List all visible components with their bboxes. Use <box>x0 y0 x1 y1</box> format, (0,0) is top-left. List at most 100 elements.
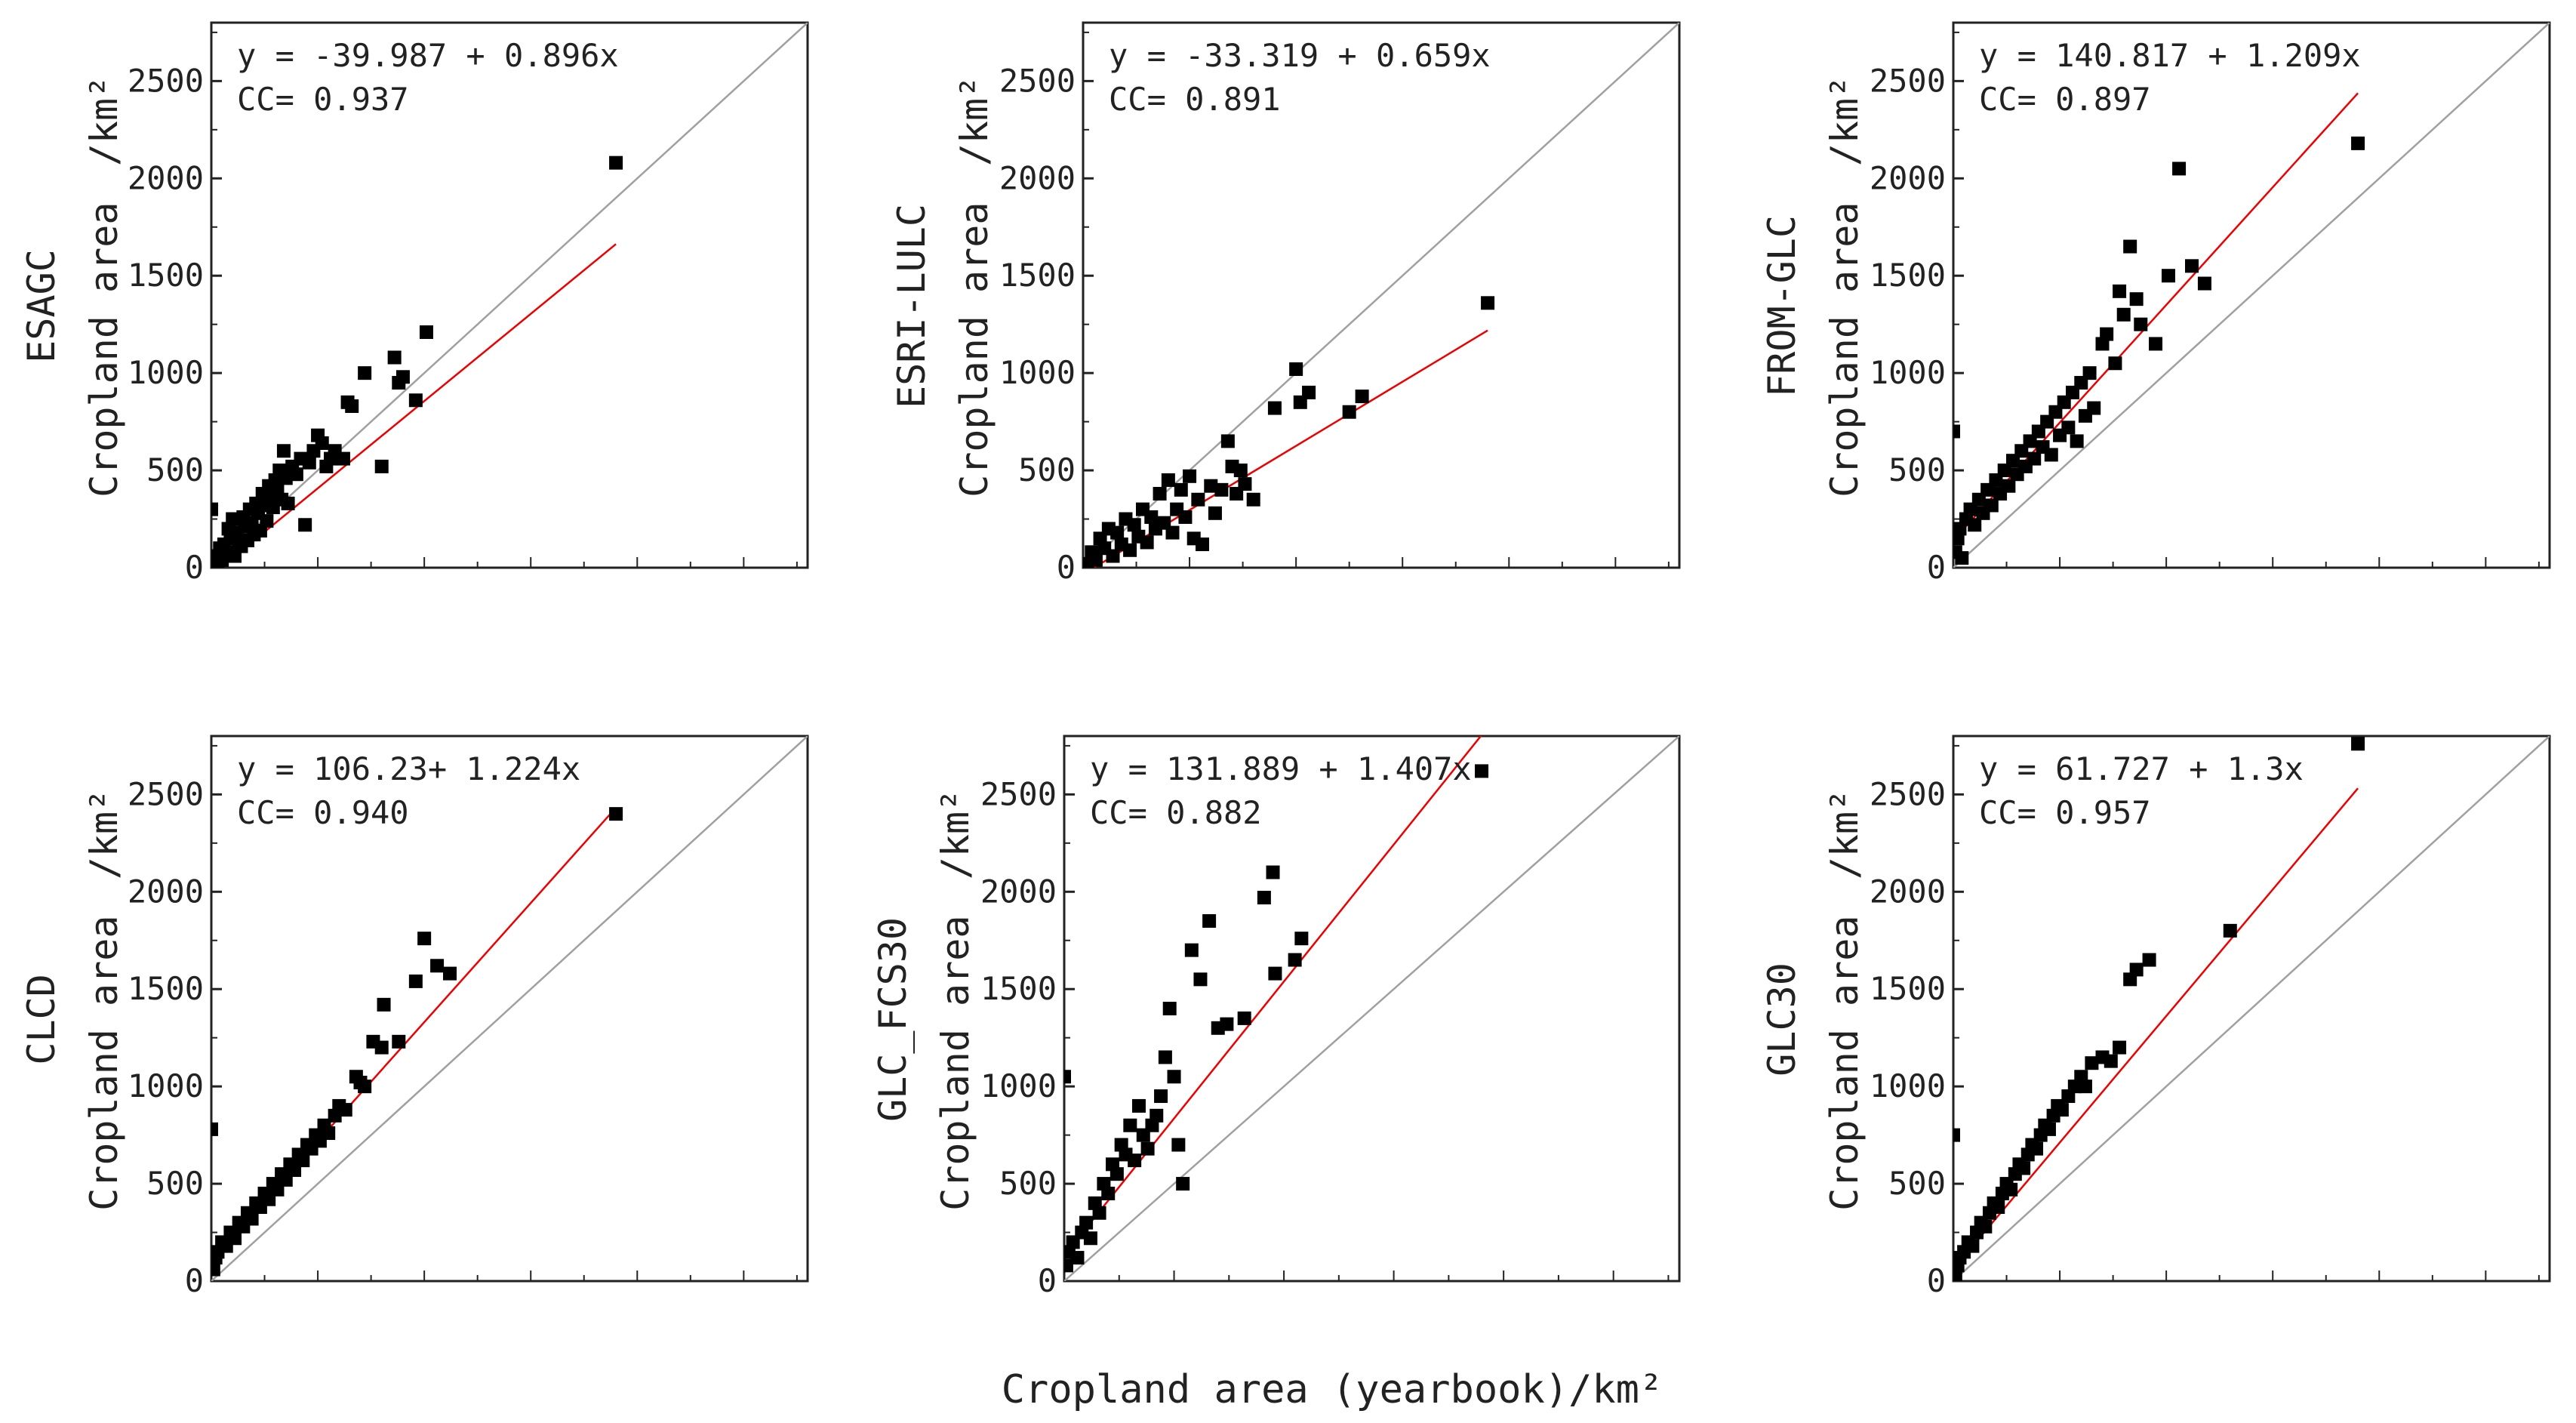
data-point <box>1064 1070 1071 1084</box>
data-point <box>2185 259 2199 273</box>
plot-content <box>1953 23 2550 568</box>
y-axis-unit-label: /km² <box>82 75 126 166</box>
data-point <box>1070 1251 1085 1265</box>
y-tick-label: 1000 <box>1870 354 1946 391</box>
data-point <box>211 1262 220 1277</box>
data-point <box>1178 510 1193 524</box>
panels-group: 0 500 1000 1500 2000 2500 y = -39.987 + 0.896x… <box>20 21 2551 1299</box>
data-point <box>1167 1070 1181 1084</box>
data-point <box>2129 963 2144 977</box>
data-point <box>2042 1122 2056 1136</box>
data-point <box>2172 162 2187 176</box>
data-point <box>1184 943 1199 957</box>
data-point <box>1953 1270 1962 1281</box>
data-point <box>1110 525 1125 540</box>
data-point <box>1123 1118 1137 1132</box>
data-point <box>1978 1219 1993 1234</box>
data-point <box>228 1231 242 1246</box>
data-point <box>2116 307 2131 322</box>
data-point <box>1174 482 1188 497</box>
y-axis-label: Cropland area <box>953 202 996 497</box>
correlation-coefficient: CC= 0.897 <box>1979 81 2151 118</box>
y-tick-label: 1500 <box>1870 257 1946 294</box>
data-point <box>1266 865 1280 879</box>
data-point <box>358 366 372 380</box>
data-point <box>1183 469 1197 483</box>
y-tick-label: 2000 <box>128 159 204 196</box>
data-point <box>1257 891 1271 905</box>
y-axis-unit-label: /km² <box>82 789 126 879</box>
data-point <box>1965 1239 1980 1253</box>
plot-frame <box>210 735 809 1283</box>
data-point <box>2351 737 2365 751</box>
identity-line <box>1953 23 2550 568</box>
data-point <box>1150 1108 1164 1123</box>
data-point <box>298 518 312 532</box>
y-axis-label: Cropland area <box>82 916 126 1211</box>
correlation-coefficient: CC= 0.882 <box>1090 794 1262 831</box>
data-point <box>1161 473 1175 487</box>
y-tick-label: 0 <box>1927 549 1946 586</box>
panel-glc-fcs30: 0 500 1000 1500 2000 2500 y = 131.889 + 1.407x… <box>871 735 1681 1299</box>
y-tick-label: 1500 <box>999 257 1076 294</box>
data-point <box>1193 972 1208 987</box>
y-tick-label: 2500 <box>980 775 1057 812</box>
data-point <box>245 1212 259 1226</box>
y-axis-label: Cropland area <box>1823 916 1867 1211</box>
data-point <box>1288 953 1302 967</box>
y-tick-label: 1000 <box>1870 1067 1946 1104</box>
data-point <box>276 444 291 458</box>
y-tick-label: 500 <box>1888 451 1946 488</box>
data-point <box>1246 492 1260 507</box>
data-point <box>2197 276 2211 291</box>
y-tick-label: 1000 <box>128 1067 204 1104</box>
regression-line <box>219 243 617 568</box>
plot-content <box>211 736 808 1281</box>
y-axis-label: Cropland area <box>1823 202 1867 497</box>
data-point <box>408 393 423 408</box>
regression-equation: y = -39.987 + 0.896x <box>237 37 619 74</box>
data-point <box>2100 327 2114 341</box>
identity-line <box>211 23 808 568</box>
data-point <box>2129 292 2144 306</box>
data-point <box>345 399 359 413</box>
data-point <box>1953 424 1960 439</box>
y-tick-label: 2000 <box>980 873 1057 910</box>
data-point <box>1302 385 1316 399</box>
data-point <box>1176 1177 1190 1191</box>
data-point <box>387 350 402 365</box>
data-point <box>1968 518 1982 532</box>
data-point <box>2142 953 2156 967</box>
plot-content <box>211 23 808 568</box>
regression-equation: y = -33.319 + 0.659x <box>1109 37 1491 74</box>
data-point <box>1144 510 1159 524</box>
y-axis-product-label: GLC_FCS30 <box>871 917 915 1122</box>
y-tick-label: 1500 <box>128 970 204 1007</box>
y-tick-label: 1000 <box>999 354 1076 391</box>
data-point <box>1140 1141 1155 1156</box>
y-axis-label: Cropland area <box>934 916 977 1211</box>
regression-line <box>1064 736 1482 1256</box>
plot-content <box>1953 736 2550 1281</box>
data-point <box>1984 498 1999 513</box>
data-point <box>2113 1040 2127 1055</box>
identity-line <box>211 736 808 1281</box>
data-point <box>1128 1153 1142 1168</box>
data-point <box>1214 482 1229 497</box>
data-point <box>358 1080 372 1094</box>
data-point <box>336 451 350 466</box>
panel-esri-lulc: 0 500 1000 1500 2000 2500 y = -33.319 + 0.659x… <box>890 21 1681 586</box>
data-point <box>315 436 329 450</box>
data-point <box>1204 479 1218 493</box>
data-point <box>417 932 432 946</box>
data-point <box>2149 337 2163 351</box>
regression-equation: y = 61.727 + 1.3x <box>1979 750 2304 787</box>
data-point <box>226 512 240 526</box>
plot-content <box>1064 736 1679 1281</box>
data-point <box>1191 492 1205 507</box>
data-point <box>2054 1103 2069 1117</box>
plot-frame <box>1063 735 1681 1283</box>
correlation-coefficient: CC= 0.957 <box>1979 794 2151 831</box>
y-axis-unit-label: /km² <box>1823 75 1867 166</box>
data-point <box>1162 1002 1177 1015</box>
